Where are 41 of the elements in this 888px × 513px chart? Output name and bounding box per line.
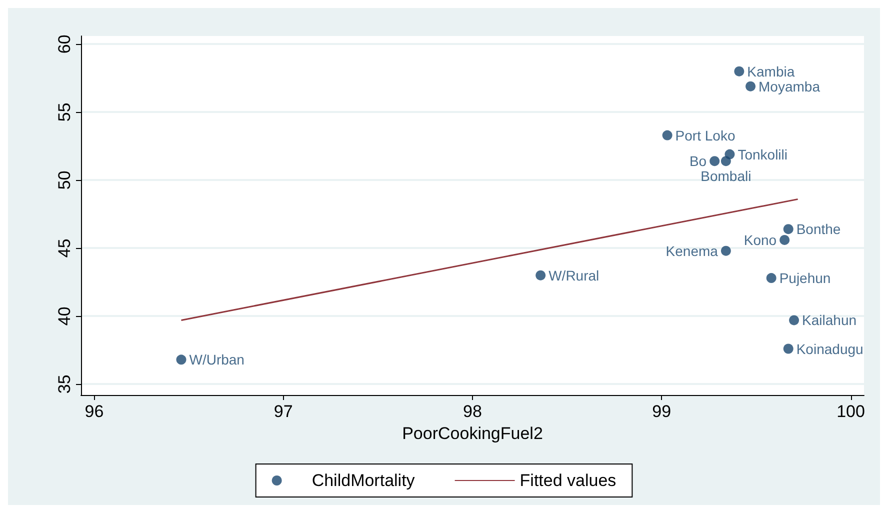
- point: [734, 66, 744, 76]
- data-label: Kenema: [666, 242, 718, 259]
- data-label: W/Rural: [548, 267, 600, 284]
- data-label: Port Loko: [675, 127, 736, 144]
- point: [720, 246, 731, 256]
- y-tick-label: 35: [55, 374, 74, 394]
- x-tick-label: 97: [274, 402, 293, 421]
- point: [662, 130, 672, 140]
- data-label: Kono: [744, 232, 777, 248]
- data-label: W/Urban: [189, 352, 244, 368]
- y-tick-label: 50: [55, 170, 74, 190]
- x-tick-label: 96: [84, 402, 104, 421]
- data-label: Kambia: [747, 63, 795, 80]
- data-label: Kailahun: [802, 312, 857, 328]
- data-label: Pujehun: [779, 270, 831, 286]
- y-tick-label: 45: [55, 238, 74, 258]
- legend-label: ChildMortality: [312, 471, 416, 490]
- data-label: Bonthe: [796, 221, 841, 238]
- y-tick-label: 40: [55, 306, 74, 326]
- point: [710, 156, 720, 166]
- point: [783, 344, 794, 354]
- data-label: Bo: [689, 153, 707, 170]
- y-tick-label: 55: [55, 102, 74, 122]
- y-tick-label: 60: [55, 34, 74, 54]
- data-label: Moyamba: [758, 78, 820, 94]
- x-axis-title: PoorCookingFuel2: [402, 424, 543, 443]
- point: [783, 224, 794, 234]
- x-tick-label: 99: [652, 402, 672, 421]
- x-tick-label: 100: [836, 402, 865, 421]
- point: [536, 270, 546, 280]
- point: [789, 315, 800, 326]
- point: [746, 81, 756, 92]
- data-label: Koinadugu: [796, 340, 864, 357]
- point: [176, 354, 186, 365]
- data-label: Bombali: [700, 168, 752, 184]
- legend-label: Fitted values: [520, 471, 616, 490]
- point: [780, 234, 790, 245]
- data-label: Tonkolili: [738, 146, 788, 162]
- x-tick-label: 98: [463, 402, 482, 421]
- point: [720, 156, 731, 166]
- point: [766, 273, 776, 284]
